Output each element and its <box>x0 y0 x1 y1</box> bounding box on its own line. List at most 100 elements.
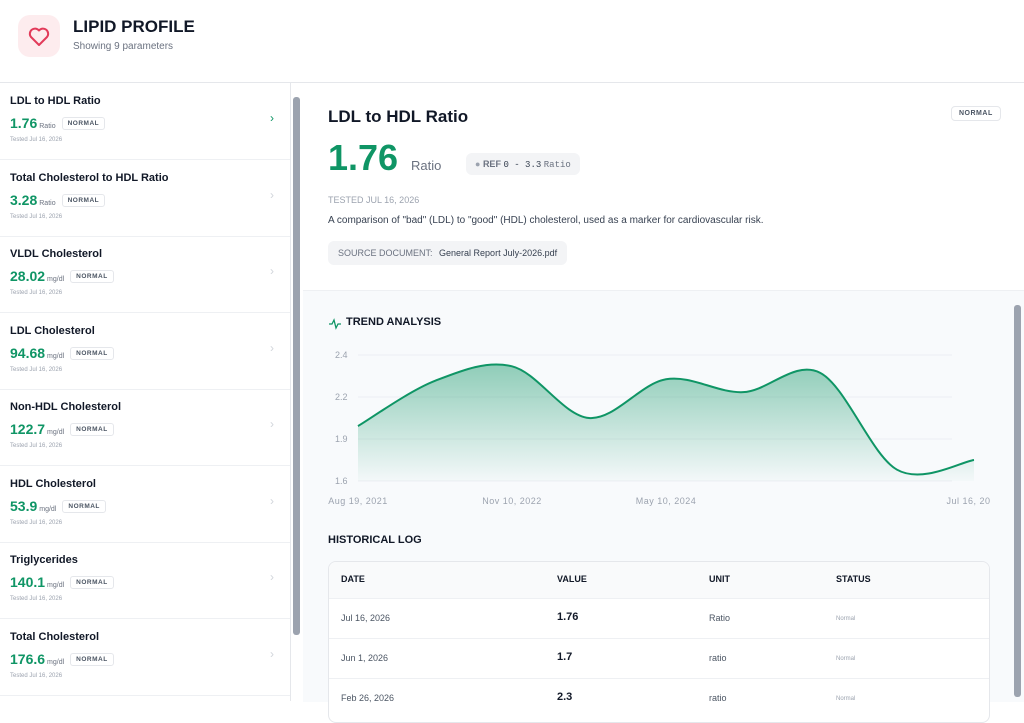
tested-date: Tested Jul 16, 2026 <box>10 443 63 449</box>
source-file: General Report July-2026.pdf <box>439 248 558 258</box>
item-value: 3.28 Ratio NORMAL <box>10 191 106 208</box>
value: 140.1 <box>10 574 46 590</box>
status-badge: NORMAL <box>62 499 106 513</box>
tested-date: Tested Jul 16, 2026 <box>10 672 63 679</box>
source-doc[interactable]: SOURCE DOCUMENT: General Report July-202… <box>328 241 568 265</box>
item-value: 176.6 mg/dl NORMAL <box>10 651 114 667</box>
unit: Ratio <box>39 199 56 207</box>
log-table: DATE VALUE UNIT STATUS Jul 16, 2026 1.76 Ratio… <box>328 561 990 723</box>
detail-title: LDL to HDL Ratio <box>328 107 469 126</box>
table-row: Feb 26, 2026 2.3 ratio Normal <box>329 678 989 719</box>
line <box>357 363 975 476</box>
column-header: STATUS <box>836 574 871 584</box>
item-name: Total Cholesterol <box>10 630 100 643</box>
table-cell: 1.7 <box>557 651 573 663</box>
unit: mg/dl <box>47 276 65 283</box>
tested-date: Tested Jul 16, 2026 <box>10 137 63 143</box>
trend-icon <box>329 318 341 330</box>
area <box>358 364 974 481</box>
list-item[interactable]: Triglycerides 140.1 mg/dl NORMAL Tested Jul … <box>0 542 290 619</box>
ref-value: 0 - 3.3 <box>503 160 542 170</box>
unit: mg/dl <box>47 429 65 436</box>
item-value: 140.1 mg/dl NORMAL <box>10 574 114 590</box>
chevron: › <box>270 493 274 508</box>
item-name: VLDL Cholesterol <box>10 248 103 260</box>
log-title: HISTORICAL LOG <box>328 534 422 546</box>
status-badge: NORMAL <box>61 117 106 130</box>
table-row: Jun 1, 2026 1.7 ratio Normal <box>329 638 989 679</box>
unit: mg/dl <box>47 352 65 360</box>
column-header: DATE <box>341 574 365 584</box>
list-item[interactable]: Total Cholesterol to HDL Ratio 3.28 Ratio N… <box>0 160 290 237</box>
description: A comparison of "bad" (LDL) to "good" (H… <box>328 215 764 226</box>
ref-range: ● REF 0 - 3.3 Ratio <box>466 153 580 175</box>
table-cell: ratio <box>709 653 727 663</box>
table-cell: Jun 1, 2026 <box>341 653 389 663</box>
y-tick-label: 1.9 <box>335 434 348 444</box>
tested-date: Tested Jul 16, 2026 <box>10 290 63 296</box>
item-name: LDL Cholesterol <box>10 324 95 337</box>
heart-icon <box>18 15 60 57</box>
table-cell: Jul 16, 2026 <box>341 613 391 623</box>
page: LIPID PROFILE Showing 9 parameters LDL t… <box>0 15 1024 723</box>
column-header: VALUE <box>557 574 587 584</box>
value: 1.76 <box>10 115 38 131</box>
chevron: › <box>270 570 274 584</box>
chevron: › <box>270 187 274 202</box>
status-badge: NORMAL <box>61 193 106 207</box>
unit: mg/dl <box>39 505 57 513</box>
column-header: UNIT <box>709 574 730 584</box>
x-tick-label: Jul 16, 2026 <box>946 496 990 506</box>
value: 176.6 <box>10 650 46 667</box>
item-value: 28.02 mg/dl NORMAL <box>10 268 114 284</box>
ref-unit: Ratio <box>543 160 571 170</box>
status-badge: NORMAL <box>70 576 114 589</box>
ref-label: REF <box>482 159 501 169</box>
subtitle: Showing 9 parameters <box>73 41 174 52</box>
x-tick-label: Nov 10, 2022 <box>482 496 542 506</box>
y-tick-label: 1.6 <box>335 476 348 486</box>
list-item[interactable]: Total Cholesterol 176.6 mg/dl NORMAL Tested … <box>0 619 290 696</box>
chevron: › <box>270 264 274 278</box>
table-cell: Normal <box>836 696 856 702</box>
item-name: HDL Cholesterol <box>10 477 96 490</box>
status-badge: NORMAL <box>70 423 114 436</box>
trend-section: TREND ANALYSIS 1.6 1.9 2.2 2.4 Aug 19, 2021 N… <box>303 290 1024 723</box>
table-cell: Normal <box>836 656 856 662</box>
detail: LDL to HDL Ratio NORMAL 1.76 Ratio ● REF… <box>303 83 1024 701</box>
chevron: › <box>270 646 274 661</box>
value: 28.02 <box>10 268 46 284</box>
list-item[interactable]: HDL Cholesterol 53.9 mg/dl NORMAL Tested Jul… <box>0 466 290 543</box>
source-label: SOURCE DOCUMENT: <box>338 248 433 258</box>
value: 94.68 <box>10 344 46 361</box>
value: 122.7 <box>10 421 46 437</box>
item-value: 1.76 Ratio NORMAL <box>10 115 106 131</box>
tested-date: Tested Jul 16, 2026 <box>10 366 63 373</box>
chevron: › <box>270 340 274 355</box>
list-item[interactable]: VLDL Cholesterol 28.02 mg/dl NORMAL Tested J… <box>0 236 290 313</box>
status-badge: NORMAL <box>951 106 1001 121</box>
x-tick-label: Aug 19, 2021 <box>328 496 388 506</box>
table-cell: Normal <box>836 616 856 622</box>
scrollbar[interactable] <box>293 97 300 635</box>
table-cell: 1.76 <box>557 611 579 623</box>
list-item[interactable]: LDL Cholesterol 94.68 mg/dl NORMAL Tested Ju… <box>0 313 290 390</box>
x-tick-label: May 10, 2024 <box>636 496 697 506</box>
status-badge: NORMAL <box>70 652 114 666</box>
table-row: Jul 16, 2026 1.76 Ratio Normal <box>329 598 989 639</box>
tested-date: TESTED JUL 16, 2026 <box>328 195 420 205</box>
detail-value: 1.76 <box>328 137 399 178</box>
item-name: Non-HDL Cholesterol <box>10 401 122 413</box>
item-value: 53.9 mg/dl NORMAL <box>10 498 106 514</box>
unit: mg/dl <box>47 582 65 589</box>
status-badge: NORMAL <box>70 270 114 283</box>
table-cell: Ratio <box>709 613 731 623</box>
list-item[interactable]: Non-HDL Cholesterol 122.7 mg/dl NORMAL Teste… <box>0 389 290 466</box>
value: 3.28 <box>10 191 38 208</box>
tested-date: Tested Jul 16, 2026 <box>10 596 63 602</box>
status-badge: NORMAL <box>70 346 114 360</box>
list-item[interactable]: LDL to HDL Ratio 1.76 Ratio NORMAL Tested Ju… <box>0 83 290 160</box>
table-header: DATE VALUE UNIT STATUS <box>329 562 989 598</box>
title: LIPID PROFILE <box>73 17 195 36</box>
scrollbar[interactable] <box>1014 305 1021 697</box>
